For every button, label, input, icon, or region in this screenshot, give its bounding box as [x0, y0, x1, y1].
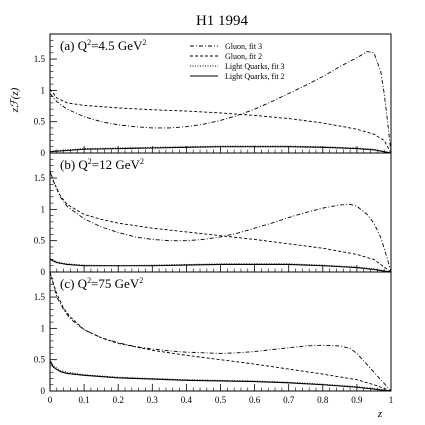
- x-tick-label: 0.4: [181, 395, 193, 405]
- x-tick-label: 0.6: [249, 395, 261, 405]
- panels-group: 0 0.5 1 1.5 (a) Q2=4.5 GeV2 0 0.5 1 1.5 (b) Q2=12…: [34, 33, 394, 405]
- y-tick-label: 0.5: [34, 117, 46, 127]
- series-line: [49, 359, 392, 392]
- x-tick-label: 0.2: [113, 395, 124, 405]
- y-tick-label: 0: [41, 267, 46, 277]
- series-line: [49, 145, 392, 154]
- x-tick-label: 1: [389, 395, 394, 405]
- series-line: [49, 51, 392, 154]
- panel-label: (b) Q2=12 GeV2: [60, 157, 144, 172]
- y-tick-label: 1.5: [34, 292, 46, 302]
- legend-label: Gluon, fit 3: [225, 42, 262, 51]
- series-line: [49, 271, 392, 392]
- x-axis-label: z: [377, 408, 383, 420]
- legend-label: Light Quarks, fit 3: [225, 62, 285, 71]
- y-tick-label: 1.5: [34, 173, 46, 183]
- y-tick-label: 0.5: [34, 355, 46, 365]
- series-line: [49, 258, 392, 273]
- series-line: [49, 170, 392, 273]
- y-axis-label: zℱ(z): [9, 87, 21, 113]
- series-line: [49, 271, 392, 392]
- y-tick-label: 1: [41, 85, 46, 95]
- y-tick-label: 1.5: [34, 54, 46, 64]
- x-tick-label: 0.9: [351, 395, 363, 405]
- x-tick-label: 0.8: [317, 395, 329, 405]
- y-tick-label: 0.5: [34, 236, 46, 246]
- legend-label: Light Quarks, fit 2: [225, 72, 285, 81]
- y-tick-label: 0: [41, 148, 46, 158]
- x-tick-label: 0.3: [147, 395, 159, 405]
- series-line: [49, 88, 392, 154]
- series-line: [49, 360, 392, 392]
- y-tick-label: 1: [41, 204, 46, 214]
- y-tick-label: 0: [41, 386, 46, 396]
- panel-label: (a) Q2=4.5 GeV2: [60, 38, 146, 53]
- x-tick-label: 0.7: [283, 395, 295, 405]
- legend-label: Gluon, fit 2: [225, 52, 262, 61]
- series-line: [49, 146, 392, 154]
- panel-label: (c) Q2=75 GeV2: [60, 276, 143, 291]
- x-tick-label: 0: [48, 395, 53, 405]
- chart-title: H1 1994: [196, 13, 249, 29]
- x-tick-label: 0.1: [78, 395, 89, 405]
- x-tick-label: 0.5: [215, 395, 227, 405]
- y-tick-label: 1: [41, 323, 46, 333]
- series-line: [49, 171, 392, 273]
